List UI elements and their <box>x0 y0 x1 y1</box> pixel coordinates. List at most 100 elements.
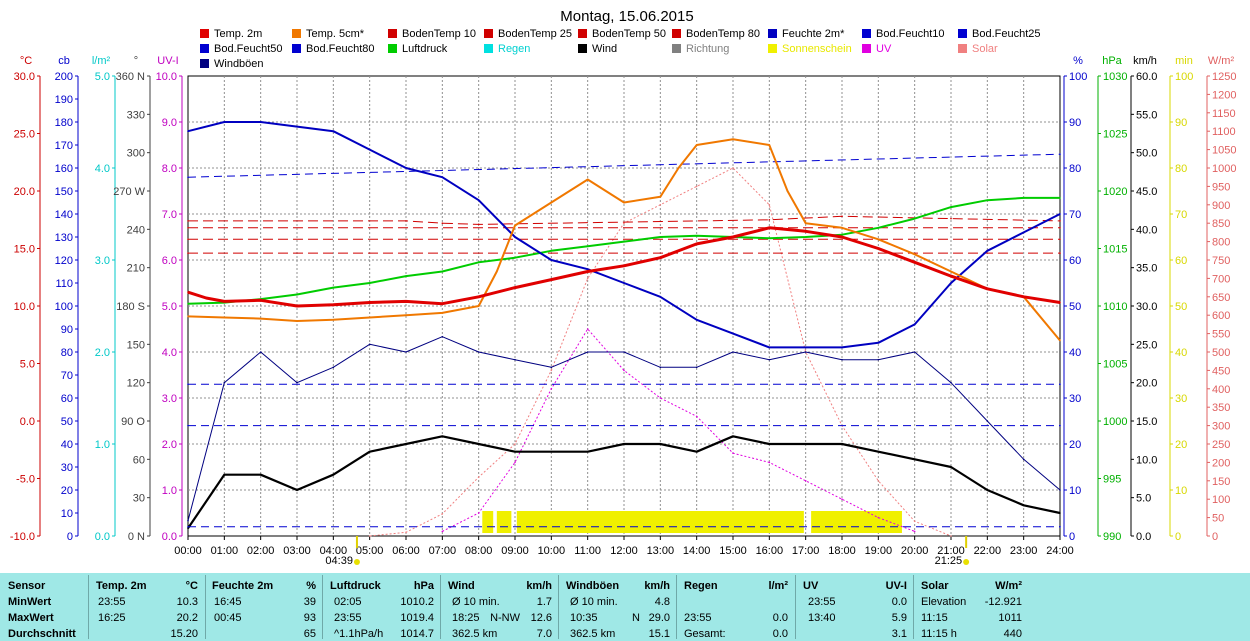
data-point <box>623 443 625 445</box>
data-point <box>877 358 880 361</box>
data-point <box>913 458 916 461</box>
axis-tick-label-left: 3.0 <box>162 393 177 405</box>
data-point <box>223 316 226 319</box>
legend-label: Bod.Feucht80 <box>306 43 375 55</box>
temp-value: 20.2 <box>176 612 198 624</box>
data-point <box>913 217 916 220</box>
axis-tick-label-right: 50 <box>1069 301 1081 313</box>
data-point <box>1022 504 1025 507</box>
axis-tick-label-left: 7.0 <box>162 209 177 221</box>
data-point <box>1059 383 1061 386</box>
data-point <box>368 282 371 284</box>
data-point <box>732 351 734 353</box>
data-point <box>877 238 880 241</box>
axis-tick-label-right: 500 <box>1212 347 1230 359</box>
x-tick-label: 15:00 <box>719 545 747 557</box>
axis-tick-label-right: 15.0 <box>1136 416 1157 428</box>
axis-tick-label-left: 170 <box>55 140 73 152</box>
data-point <box>496 270 498 273</box>
header-uv: UV <box>803 580 819 592</box>
x-tick-label: 13:00 <box>647 545 675 557</box>
axis-tick-label-left: 40 <box>61 439 73 451</box>
data-point <box>441 176 444 178</box>
axis-tick-label-left: 1.0 <box>95 439 110 451</box>
axis-tick-label-left: 25.0 <box>14 129 35 141</box>
sunshine-bar <box>811 511 902 533</box>
data-point <box>950 206 952 208</box>
data-point <box>659 366 662 369</box>
series-temp-2m <box>187 226 1061 308</box>
sunshine-bar <box>516 511 804 533</box>
legend-swatch <box>200 29 209 38</box>
axis-tick-label-right: 600 <box>1212 310 1230 322</box>
axis-tick-label-left: 100 <box>55 301 73 313</box>
legend-label: BodenTemp 10 <box>402 28 476 40</box>
data-point <box>477 443 480 445</box>
data-point <box>259 299 262 302</box>
data-point <box>259 317 262 320</box>
data-point <box>1059 301 1061 304</box>
data-point <box>732 452 734 455</box>
legend-label: Bod.Feucht50 <box>214 43 283 55</box>
data-point <box>841 498 843 501</box>
axis-tick-label-left: 5.0 <box>95 71 110 83</box>
axis-tick-label-left: 90 <box>61 324 73 336</box>
axis-tick-label-left: 30.0 <box>14 71 35 83</box>
header-sensor: Sensor <box>8 580 46 592</box>
uv-value: 5.9 <box>891 612 907 624</box>
axis-tick-label-right: 100 <box>1175 71 1193 83</box>
x-tick-label: 08:00 <box>465 545 493 557</box>
axis-tick-label-left: 20.0 <box>14 186 35 198</box>
data-point <box>223 300 226 303</box>
header-temp-unit: °C <box>185 580 198 592</box>
header-humidity-unit: % <box>306 580 316 592</box>
axis-tick-label-left: 360 N <box>116 71 145 83</box>
header-solar-unit: W/m² <box>995 580 1022 592</box>
data-point <box>695 144 698 146</box>
data-point <box>223 121 226 123</box>
x-tick-label: 20:00 <box>901 545 929 557</box>
legend-swatch <box>578 29 587 38</box>
axis-tick-label-right: 1015 <box>1103 244 1127 256</box>
uv-value: 3.1 <box>891 628 907 640</box>
data-point <box>986 199 989 201</box>
x-tick-label: 03:00 <box>283 545 311 557</box>
axis-tick-label-right: 50.0 <box>1136 148 1157 160</box>
x-tick-label: 06:00 <box>392 545 420 557</box>
axis-unit-right: % <box>1073 55 1083 67</box>
axis-tick-label-right: 20 <box>1175 439 1187 451</box>
data-point <box>586 178 589 181</box>
data-point <box>550 278 553 281</box>
data-point <box>950 535 952 537</box>
rain-time: 23:55 <box>684 612 712 624</box>
data-point <box>1059 227 1061 229</box>
row-label: MaxWert <box>8 612 54 624</box>
data-point <box>841 233 843 236</box>
axis-tick-label-right: 10.0 <box>1136 454 1157 466</box>
axis-tick-label-right: 250 <box>1212 439 1230 451</box>
data-point <box>368 316 371 319</box>
x-tick-label: 16:00 <box>756 545 784 557</box>
data-point <box>441 222 444 224</box>
data-point <box>187 383 189 386</box>
data-point <box>804 351 807 353</box>
data-point <box>259 473 262 476</box>
legend-label: Wind <box>592 43 617 55</box>
axis-tick-label-left: 210 <box>127 263 145 275</box>
data-point <box>1022 458 1025 461</box>
data-point <box>441 270 444 273</box>
plot-area: 00:00 01:00 02:00 03:00 04:00 05:00 06:00 07:00… <box>174 75 1074 567</box>
data-point <box>187 315 189 318</box>
axis-tick-label-right: 70 <box>1069 209 1081 221</box>
axis-tick-label-right: 55.0 <box>1136 109 1157 121</box>
data-point <box>223 381 226 384</box>
axis-tick-label-right: 1000 <box>1103 416 1127 428</box>
sunshine-bar <box>482 511 494 533</box>
data-point <box>550 366 553 369</box>
rain-value: 0.0 <box>772 612 788 624</box>
axis-tick-label-right: 1250 <box>1212 71 1236 83</box>
data-point <box>296 320 298 322</box>
data-point <box>732 435 734 438</box>
legend-swatch <box>388 29 397 38</box>
gust-direction: N <box>632 612 640 624</box>
